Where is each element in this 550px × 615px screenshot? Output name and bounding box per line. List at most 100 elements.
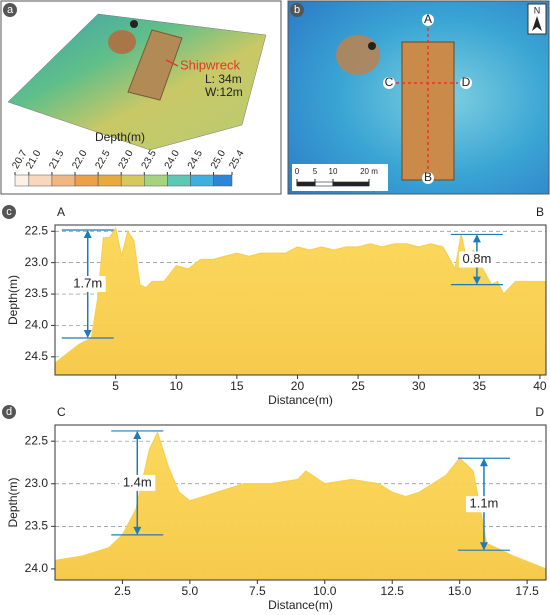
- annotation-bg: [69, 275, 106, 292]
- point-badge: [460, 77, 472, 89]
- area-fill: [55, 432, 546, 580]
- x-tick-label: 40: [533, 379, 547, 393]
- arrow-head: [472, 276, 481, 285]
- arrow-head: [83, 230, 92, 239]
- shipwreck-map: [401, 41, 455, 181]
- arrow-head: [83, 329, 92, 338]
- y-tick-label: 24.0: [25, 561, 49, 575]
- area-fill: [55, 228, 546, 375]
- arrow-head: [479, 458, 488, 467]
- panel-label: b: [294, 4, 300, 16]
- scale-label: 10: [329, 167, 338, 176]
- panel-label: c: [6, 206, 12, 218]
- point-badge: [383, 77, 395, 89]
- scale-segment: [296, 181, 316, 187]
- colorbar-segment: [28, 174, 53, 187]
- annotation-label: 1.1m: [469, 496, 498, 511]
- panel-b: b A B C D N 0 5 10 20 m: [287, 0, 550, 195]
- x-tick-label: 5: [112, 379, 119, 393]
- colorbar-title: Depth(m): [95, 130, 145, 144]
- point-label: A: [424, 12, 432, 26]
- north-label: N: [534, 5, 541, 15]
- annotation-label: 1.4m: [123, 474, 152, 489]
- scale-box: [292, 164, 388, 191]
- point-label: D: [462, 75, 471, 89]
- annotation-bg: [119, 474, 156, 491]
- panel-a: a Shipwreck L: 34m W:12m Depth(m) 20.721…: [0, 0, 282, 195]
- colorbar-segment: [213, 174, 233, 187]
- colorbar-segment: [51, 174, 76, 187]
- colorbar-segment: [190, 174, 214, 187]
- start-label: A: [57, 205, 65, 219]
- x-tick-label: 35: [473, 379, 487, 393]
- arrow-head: [479, 542, 488, 551]
- pointer: [165, 59, 179, 67]
- start-label: C: [57, 405, 66, 419]
- arrow-head: [133, 526, 142, 535]
- target-label: Shipwreck: [180, 57, 240, 72]
- scale-label: 0: [295, 167, 300, 176]
- point-badge: [422, 172, 434, 184]
- x-tick-label: 10: [170, 379, 184, 393]
- seabed-object: [130, 20, 138, 28]
- x-tick-label: 7.5: [249, 584, 266, 598]
- scale-label: 20 m: [360, 167, 378, 176]
- x-tick-label: 15: [230, 379, 244, 393]
- x-tick-label: 25: [351, 379, 365, 393]
- y-axis-label: Depth(m): [6, 275, 20, 325]
- y-tick-label: 22.5: [25, 433, 49, 447]
- seabed-mound: [336, 35, 380, 75]
- y-tick-label: 24.5: [25, 349, 49, 363]
- length-label: L: 34m: [205, 72, 242, 86]
- end-label: D: [535, 405, 544, 419]
- plot-frame: [54, 424, 547, 581]
- colorbar-segment: [120, 174, 145, 187]
- x-tick-label: 12.5: [381, 584, 405, 598]
- seabed-mound: [108, 30, 136, 54]
- point-label: C: [385, 75, 394, 89]
- x-tick-label: 20: [291, 379, 305, 393]
- x-tick-label: 2.5: [114, 584, 131, 598]
- y-tick-label: 23.5: [25, 519, 49, 533]
- annotation-bg: [458, 251, 495, 268]
- arrow-head: [472, 234, 481, 243]
- x-axis-label: Distance(m): [268, 598, 333, 612]
- y-tick-label: 24.0: [25, 318, 49, 332]
- y-tick-label: 22.5: [25, 223, 49, 237]
- colorbar-segment: [14, 174, 30, 187]
- colorbar-segment: [167, 174, 191, 187]
- plot-frame: [54, 224, 547, 376]
- y-tick-label: 23.0: [25, 476, 49, 490]
- scale-segment: [332, 181, 370, 187]
- annotation-label: 0.8m: [462, 251, 491, 266]
- width-label: W:12m: [205, 85, 243, 99]
- panel-badge: [2, 405, 16, 419]
- arrow-head: [133, 430, 142, 439]
- x-tick-label: 15.0: [448, 584, 472, 598]
- panel-badge: [3, 3, 17, 17]
- panel-badge: [2, 205, 16, 219]
- x-axis-label: Distance(m): [268, 393, 333, 407]
- scale-label: 5: [313, 167, 318, 176]
- scale-segment: [314, 181, 334, 187]
- colorbar-segment: [144, 174, 168, 187]
- panel-label: a: [7, 4, 14, 16]
- x-tick-label: 10.0: [313, 584, 337, 598]
- annotation-bg: [465, 496, 502, 513]
- y-tick-label: 23.0: [25, 255, 49, 269]
- profile-line: [54, 431, 547, 570]
- x-tick-label: 17.5: [515, 584, 539, 598]
- end-label: B: [536, 205, 544, 219]
- point-label: B: [424, 170, 432, 184]
- panel-badge: [290, 3, 304, 17]
- shipwreck-model: [127, 29, 183, 101]
- x-tick-label: 5.0: [182, 584, 199, 598]
- y-tick-label: 23.5: [25, 286, 49, 300]
- scale-bar: 0 5 10 20 m: [295, 167, 378, 187]
- point-badge: [422, 14, 434, 26]
- colorbar-segment: [97, 174, 122, 187]
- seabed-object: [368, 42, 376, 50]
- x-tick-label: 30: [412, 379, 426, 393]
